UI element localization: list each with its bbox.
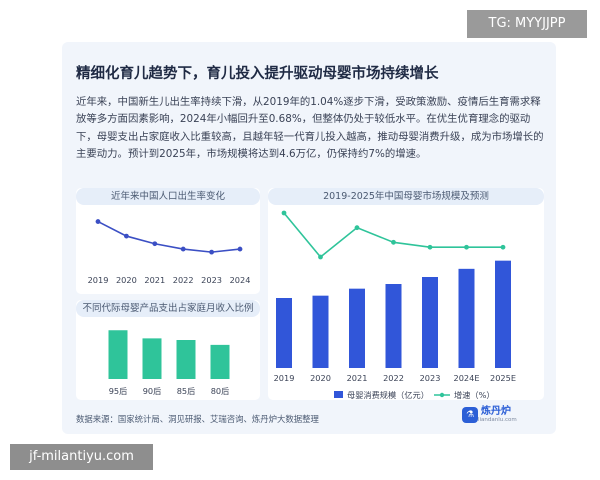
birth-rate-point bbox=[237, 246, 243, 252]
generation-x-tick: 85后 bbox=[177, 386, 196, 396]
birth-rate-point bbox=[180, 246, 186, 252]
market-x-tick: 2025E bbox=[490, 373, 516, 383]
market-bar bbox=[458, 268, 475, 368]
legend-swatch-growth-dot bbox=[439, 392, 445, 398]
birth-rate-point bbox=[209, 249, 215, 255]
generation-chart-title: 不同代际母婴产品支出占家庭月收入比例 bbox=[76, 300, 260, 317]
intro-paragraph: 近年来，中国新生儿出生率持续下滑，从2019年的1.04%逐步下滑，受政策激励、… bbox=[76, 96, 544, 161]
market-x-tick: 2022 bbox=[383, 373, 404, 383]
generation-spending-panel: 不同代际母婴产品支出占家庭月收入比例 95后 90后 85后 80后 bbox=[76, 300, 260, 400]
market-x-tick: 2023 bbox=[420, 373, 441, 383]
market-bar bbox=[385, 284, 402, 368]
watermark-site: jf-milantiyu.com bbox=[10, 444, 153, 470]
generation-spending-chart: 95后 90后 85后 80后 bbox=[108, 330, 230, 396]
data-source: 数据来源：国家统计局、洞见研报、艾瑞咨询、炼丹炉大数据整理 bbox=[76, 414, 319, 424]
growth-point bbox=[427, 244, 433, 250]
generation-bar bbox=[176, 340, 196, 379]
birth-rate-point bbox=[95, 219, 101, 224]
market-size-panel: 2019-2025年中国母婴市场规模及预测 2019 2020 2021 2022 20… bbox=[268, 188, 544, 400]
market-x-tick: 2019 bbox=[274, 373, 295, 383]
logo-text-block: 炼丹炉 liandanlu.com bbox=[478, 406, 517, 423]
birth-rate-x-tick: 2023 bbox=[201, 275, 222, 285]
birth-rate-point bbox=[152, 241, 158, 247]
legend-label-market-size: 母婴消费规模（亿元） bbox=[347, 390, 429, 400]
growth-point bbox=[500, 244, 506, 250]
growth-point bbox=[281, 210, 287, 216]
watermark-tg: TG: MYYJJPP bbox=[467, 10, 587, 38]
birth-rate-panel: 近年来中国人口出生率变化 2019 2020 2021 2022 2023 2024 bbox=[76, 188, 260, 294]
market-bar bbox=[276, 298, 292, 368]
brand-logo: ⚗ 炼丹炉 liandanlu.com bbox=[462, 406, 517, 423]
generation-bar bbox=[210, 344, 230, 379]
infographic-card: 精细化育儿趋势下，育儿投入提升驱动母婴市场持续增长 近年来，中国新生儿出生率持续… bbox=[62, 42, 556, 434]
birth-rate-x-tick: 2024 bbox=[230, 275, 251, 285]
legend-label-growth: 增速（%） bbox=[454, 390, 495, 400]
generation-x-tick: 95后 bbox=[109, 386, 128, 396]
birth-rate-chart-title: 近年来中国人口出生率变化 bbox=[76, 188, 260, 205]
market-chart-title: 2019-2025年中国母婴市场规模及预测 bbox=[268, 188, 544, 205]
market-bar bbox=[495, 260, 511, 368]
generation-bar bbox=[142, 338, 162, 379]
growth-point bbox=[318, 254, 323, 260]
flask-icon: ⚗ bbox=[462, 406, 478, 423]
generation-bar bbox=[108, 330, 128, 379]
growth-line bbox=[283, 212, 503, 259]
logo-domain: liandanlu.com bbox=[478, 417, 517, 423]
birth-rate-chart: 2019 2020 2021 2022 2023 2024 bbox=[88, 219, 251, 285]
page-title: 精细化育儿趋势下，育儿投入提升驱动母婴市场持续增长 bbox=[76, 66, 439, 82]
growth-point bbox=[464, 244, 469, 250]
growth-point bbox=[391, 239, 396, 245]
market-x-tick: 2024E bbox=[453, 373, 479, 383]
birth-rate-x-tick: 2021 bbox=[144, 275, 165, 285]
birth-rate-point bbox=[124, 233, 129, 239]
legend-swatch-market-size bbox=[334, 391, 343, 398]
growth-point bbox=[354, 225, 360, 231]
birth-rate-x-tick: 2020 bbox=[116, 275, 137, 285]
birth-rate-x-tick: 2019 bbox=[88, 275, 109, 285]
birth-rate-line bbox=[97, 220, 241, 253]
birth-rate-x-tick: 2022 bbox=[173, 275, 194, 285]
market-x-tick: 2021 bbox=[347, 373, 368, 383]
market-x-tick: 2020 bbox=[310, 373, 331, 383]
logo-name: 炼丹炉 bbox=[481, 406, 511, 417]
market-size-chart: 2019 2020 2021 2022 2023 2024E 2025E 母婴消费规模（亿元）… bbox=[274, 210, 516, 400]
market-bar bbox=[349, 288, 365, 368]
market-bar bbox=[312, 295, 329, 368]
market-bar bbox=[422, 277, 438, 368]
generation-x-tick: 90后 bbox=[143, 386, 162, 396]
generation-x-tick: 80后 bbox=[211, 386, 230, 396]
